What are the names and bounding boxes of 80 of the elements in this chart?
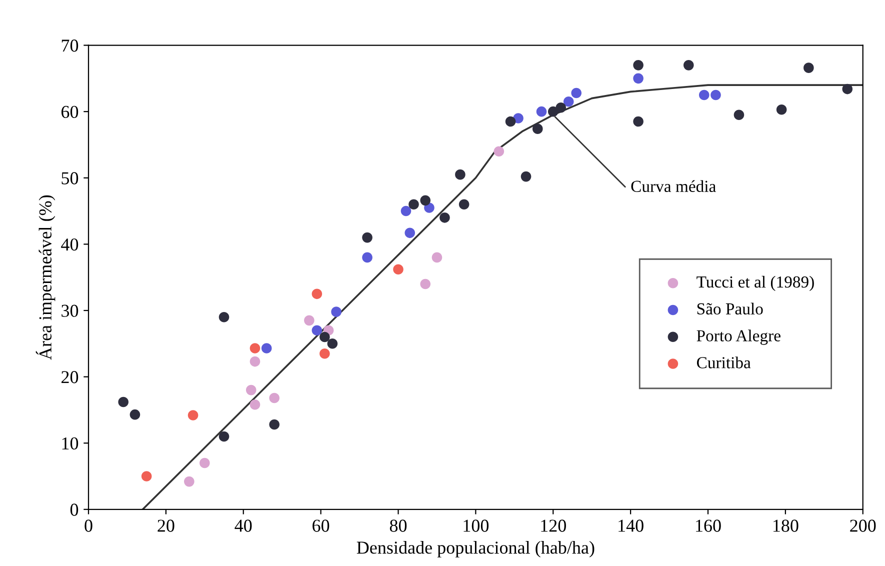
point	[571, 88, 582, 98]
point	[520, 171, 532, 182]
legend-label: Porto Alegre	[696, 330, 780, 345]
point	[440, 212, 450, 223]
point	[563, 96, 574, 107]
point	[455, 169, 466, 180]
point	[842, 84, 853, 94]
x-tick-label: 180	[773, 520, 798, 532]
point	[804, 62, 814, 73]
point	[246, 384, 256, 396]
legend-label: São Paulo	[697, 302, 763, 315]
point	[250, 356, 260, 367]
point	[494, 146, 504, 157]
x-tick-label: 60	[312, 520, 330, 532]
y-tick-label: 0	[70, 504, 78, 516]
point	[420, 278, 431, 290]
y-tick-label: 70	[62, 40, 78, 52]
point	[331, 306, 342, 317]
point	[683, 60, 694, 70]
point	[633, 60, 644, 70]
point	[362, 232, 372, 243]
legend-label: Curitiba	[696, 356, 751, 368]
point	[250, 399, 260, 410]
x-tick-label: 120	[541, 520, 566, 532]
y-tick-label: 30	[62, 304, 78, 317]
point	[261, 343, 272, 354]
point	[404, 228, 416, 238]
point	[250, 343, 260, 354]
point	[400, 206, 412, 216]
point	[188, 410, 198, 420]
point	[130, 409, 140, 420]
point	[698, 90, 710, 100]
point	[269, 419, 280, 430]
point	[304, 315, 314, 326]
x-axis-title: Densidade populacional (hab/ha)	[356, 541, 594, 558]
point	[118, 396, 128, 408]
point	[776, 104, 787, 115]
point	[505, 116, 516, 127]
point	[312, 288, 322, 300]
point	[141, 471, 152, 482]
x-tick-label: 140	[618, 520, 644, 532]
y-tick-label: 40	[61, 238, 78, 251]
point	[633, 73, 644, 84]
y-tick-label: 60	[62, 106, 78, 118]
point	[548, 106, 558, 117]
x-tick-label: 160	[696, 520, 721, 532]
point	[218, 431, 230, 442]
point	[734, 110, 744, 120]
point	[327, 338, 338, 349]
x-tick-label: 20	[158, 520, 174, 532]
point	[532, 124, 543, 134]
point	[393, 264, 404, 275]
point	[218, 312, 230, 322]
point	[458, 199, 470, 210]
point	[200, 458, 210, 468]
point	[432, 252, 442, 263]
point	[536, 106, 547, 117]
x-tick-label: 100	[464, 520, 489, 532]
x-tick-label: 0	[84, 520, 92, 532]
point	[184, 476, 194, 487]
point	[269, 392, 280, 404]
x-tick-label: 40	[234, 520, 252, 532]
point	[556, 102, 566, 113]
point	[710, 90, 721, 100]
x-tick-label: 80	[390, 520, 407, 532]
point	[408, 199, 419, 210]
line-series	[142, 84, 863, 510]
point	[320, 348, 330, 359]
y-tick-label: 10	[62, 437, 78, 450]
y-tick-label: 50	[62, 172, 78, 184]
legend-label: Tucci et al (1989)	[696, 276, 814, 292]
annotation: Curva média	[631, 180, 716, 192]
y-tick-label: 20	[62, 371, 78, 384]
point	[420, 195, 431, 206]
point	[312, 325, 322, 336]
point	[320, 332, 330, 342]
point	[362, 252, 372, 263]
x-tick-label: 200	[850, 520, 876, 532]
y-axis-title: Área impermeável (%)	[36, 195, 56, 360]
point	[633, 116, 644, 127]
